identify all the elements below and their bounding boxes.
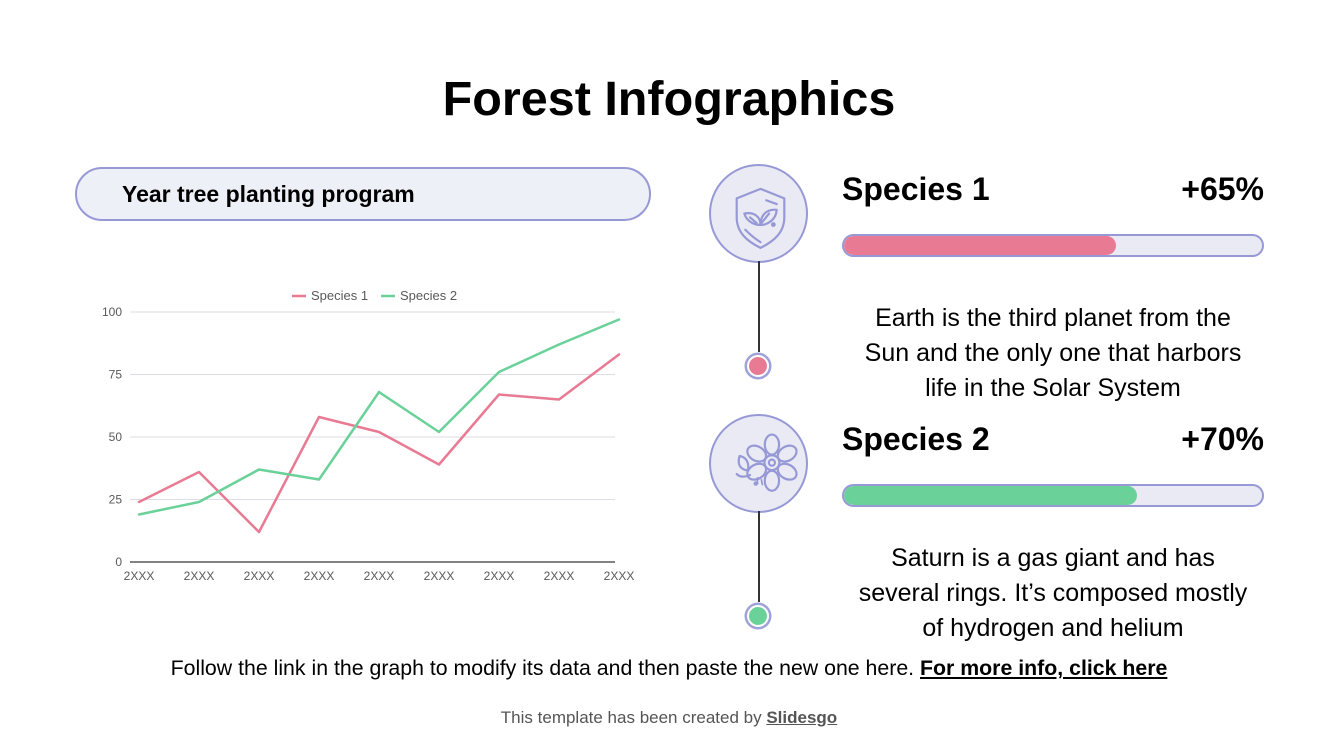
svg-text:2XXX: 2XXX	[304, 569, 335, 583]
svg-text:100: 100	[102, 305, 122, 319]
svg-text:Species 1: Species 1	[311, 288, 368, 303]
svg-text:Species 2: Species 2	[400, 288, 457, 303]
svg-text:2XXX: 2XXX	[544, 569, 575, 583]
svg-text:2XXX: 2XXX	[124, 569, 155, 583]
svg-text:2XXX: 2XXX	[364, 569, 395, 583]
svg-text:2XXX: 2XXX	[184, 569, 215, 583]
svg-text:25: 25	[109, 493, 123, 507]
svg-text:0: 0	[115, 555, 122, 569]
svg-text:75: 75	[109, 368, 123, 382]
svg-text:2XXX: 2XXX	[424, 569, 455, 583]
svg-text:2XXX: 2XXX	[604, 569, 635, 583]
svg-text:2XXX: 2XXX	[484, 569, 515, 583]
svg-text:50: 50	[109, 430, 123, 444]
svg-text:2XXX: 2XXX	[244, 569, 275, 583]
